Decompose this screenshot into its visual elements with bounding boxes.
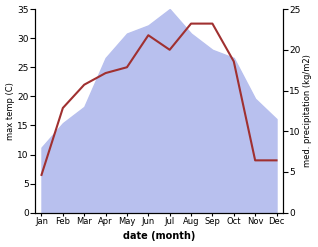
X-axis label: date (month): date (month) [123,231,195,242]
Y-axis label: max temp (C): max temp (C) [5,82,15,140]
Y-axis label: med. precipitation (kg/m2): med. precipitation (kg/m2) [303,54,313,167]
